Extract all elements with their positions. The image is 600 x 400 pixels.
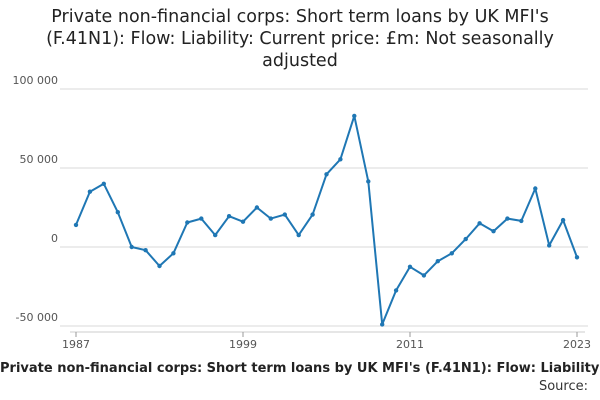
chart-title: Private non-financial corps: Short term … <box>46 7 554 71</box>
series-line <box>75 114 578 326</box>
data-point <box>226 214 232 219</box>
x-tick-label: 2011 <box>396 338 424 351</box>
x-tick-label: 2023 <box>563 338 591 351</box>
y-axis: 100 000 50 000 0 -50 000 <box>13 74 59 324</box>
data-point <box>213 232 218 238</box>
data-point <box>296 232 301 238</box>
data-point <box>240 219 246 224</box>
data-point <box>366 179 371 184</box>
data-point <box>449 251 454 256</box>
data-point <box>73 222 79 228</box>
data-point <box>407 264 413 269</box>
y-tick-label: 100 000 <box>13 74 59 87</box>
series-label: Private non-financial corps: Short term … <box>0 361 600 376</box>
data-point <box>533 186 538 191</box>
y-tick-label: 50 000 <box>20 153 59 166</box>
data-point <box>477 221 482 226</box>
y-tick-label: -50 000 <box>16 311 58 324</box>
y-tick-label: 0 <box>51 232 58 245</box>
data-point <box>547 243 552 248</box>
data-point <box>574 255 580 260</box>
data-point <box>463 236 468 242</box>
gridlines <box>60 88 588 327</box>
data-point <box>101 181 107 186</box>
data-point <box>393 288 399 293</box>
data-point <box>115 210 121 215</box>
data-point <box>324 172 329 177</box>
data-point <box>199 216 204 221</box>
series-line-path <box>75 114 578 326</box>
data-point <box>421 273 427 278</box>
data-point <box>87 189 93 194</box>
x-axis: 1987 1999 2011 2023 <box>62 331 591 351</box>
data-point <box>129 244 134 250</box>
data-point <box>352 113 357 119</box>
data-point <box>310 212 315 217</box>
data-point <box>560 217 566 223</box>
data-point <box>519 218 524 224</box>
data-point <box>171 251 176 256</box>
data-point <box>338 157 343 162</box>
x-tick-label: 1987 <box>62 338 90 351</box>
x-tick-label: 1999 <box>229 338 257 351</box>
data-point <box>268 216 273 221</box>
data-point <box>254 205 260 210</box>
data-point <box>380 322 385 327</box>
data-point <box>282 212 287 217</box>
data-point <box>157 263 162 269</box>
source-label: Source: <box>538 379 588 394</box>
data-point <box>143 248 148 253</box>
series-points <box>73 113 580 327</box>
data-point <box>491 229 496 234</box>
data-point <box>505 216 510 221</box>
data-point <box>435 259 440 264</box>
data-point <box>185 220 190 225</box>
